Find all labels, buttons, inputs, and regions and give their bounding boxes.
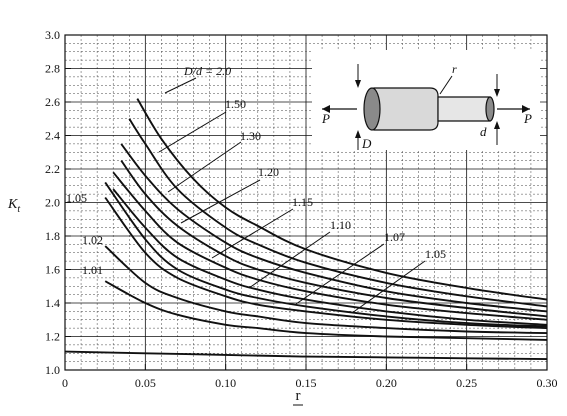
fillet-leader	[439, 75, 453, 95]
leader-1-50	[158, 111, 227, 153]
d-large-bottom-head	[355, 130, 361, 138]
shaft-small-section	[437, 96, 491, 122]
d-large-label: D	[361, 136, 372, 151]
x-tick-label: 0.05	[135, 376, 156, 390]
y-tick-label: 2.0	[45, 196, 60, 210]
y-tick-label: 1.6	[45, 263, 60, 277]
shaft-right-end	[485, 96, 495, 122]
curve-label-1-20: 1.20	[258, 165, 279, 179]
curve-label-1-50: 1.50	[225, 97, 246, 111]
curve-label-1-15: 1.15	[292, 195, 313, 209]
series-curve-8	[104, 245, 548, 335]
y-tick-label: 1.4	[45, 296, 60, 310]
leader-1-30	[167, 141, 242, 193]
leader-2-0	[164, 77, 197, 94]
curve-label-1-01: 1.01	[82, 263, 103, 277]
x-tick-label: 0.30	[537, 376, 558, 390]
right-force-label: P	[523, 111, 532, 126]
y-tick-label: 1.8	[45, 229, 60, 243]
series-curve-6	[104, 181, 548, 328]
x-tick-label: 0.15	[296, 376, 317, 390]
d-small-label: d	[480, 124, 487, 139]
curve-labels: D/d = 2.0 1.50 1.30 1.20 1.15 1.10 1.07 …	[66, 64, 446, 314]
fillet-label: r	[452, 62, 457, 76]
left-force-label: P	[321, 111, 330, 126]
y-tick-label: 3.0	[45, 28, 60, 42]
y-tick-label: 2.6	[45, 95, 60, 109]
series-curve-1	[128, 118, 548, 308]
x-tick-label: 0	[62, 376, 68, 390]
y-axis-ticks: 1.0 1.2 1.4 1.6 1.8 2.0 2.2 2.4 2.6 2.8 3.0	[45, 28, 71, 377]
d-small-top-head	[494, 89, 500, 97]
x-axis-label: r	[296, 388, 301, 404]
series-curve-9	[104, 280, 548, 341]
shaft-large-section	[373, 87, 439, 131]
y-axis-label: Kt	[7, 197, 20, 215]
curve-label-1-05-right: 1.05	[425, 247, 446, 261]
series-curve-2	[120, 143, 548, 313]
curve-label-1-02: 1.02	[82, 233, 103, 247]
y-tick-label: 1.2	[45, 330, 60, 344]
d-large-top-head	[355, 80, 361, 88]
curve-label-1-07: 1.07	[384, 230, 405, 244]
series-curve-3	[120, 160, 548, 318]
leader-1-20	[180, 179, 261, 224]
series-curve-0	[136, 98, 548, 301]
curve-label-1-05-left: 1.05	[66, 191, 87, 205]
shaft-inset-diagram: r P P D d	[312, 50, 540, 151]
x-axis-ticks: 0 0.05 0.10 0.15 0.20 0.25 0.30	[62, 364, 558, 390]
x-tick-label: 0.25	[456, 376, 477, 390]
y-tick-label: 2.8	[45, 62, 60, 76]
y-tick-label: 1.0	[45, 363, 60, 377]
leader-1-10	[248, 231, 331, 289]
leader-1-07	[295, 243, 385, 305]
series-curve-4	[112, 171, 548, 321]
shaft-left-end	[363, 87, 381, 131]
x-tick-label: 0.20	[376, 376, 397, 390]
leader-1-15	[211, 208, 294, 259]
curve-label-2-0: D/d = 2.0	[183, 64, 231, 78]
y-tick-label: 2.2	[45, 162, 60, 176]
curves	[64, 98, 548, 361]
left-arrowhead	[322, 105, 330, 113]
series-curve-7	[104, 196, 548, 330]
curve-label-1-30: 1.30	[240, 129, 261, 143]
right-arrowhead	[522, 105, 530, 113]
x-tick-label: 0.10	[215, 376, 236, 390]
series-curve-10	[64, 350, 548, 361]
curve-label-1-10: 1.10	[330, 218, 351, 232]
series-curve-5	[112, 188, 548, 326]
y-tick-label: 2.4	[45, 129, 60, 143]
leader-1-05-right	[351, 260, 426, 314]
d-small-bottom-head	[494, 121, 500, 129]
